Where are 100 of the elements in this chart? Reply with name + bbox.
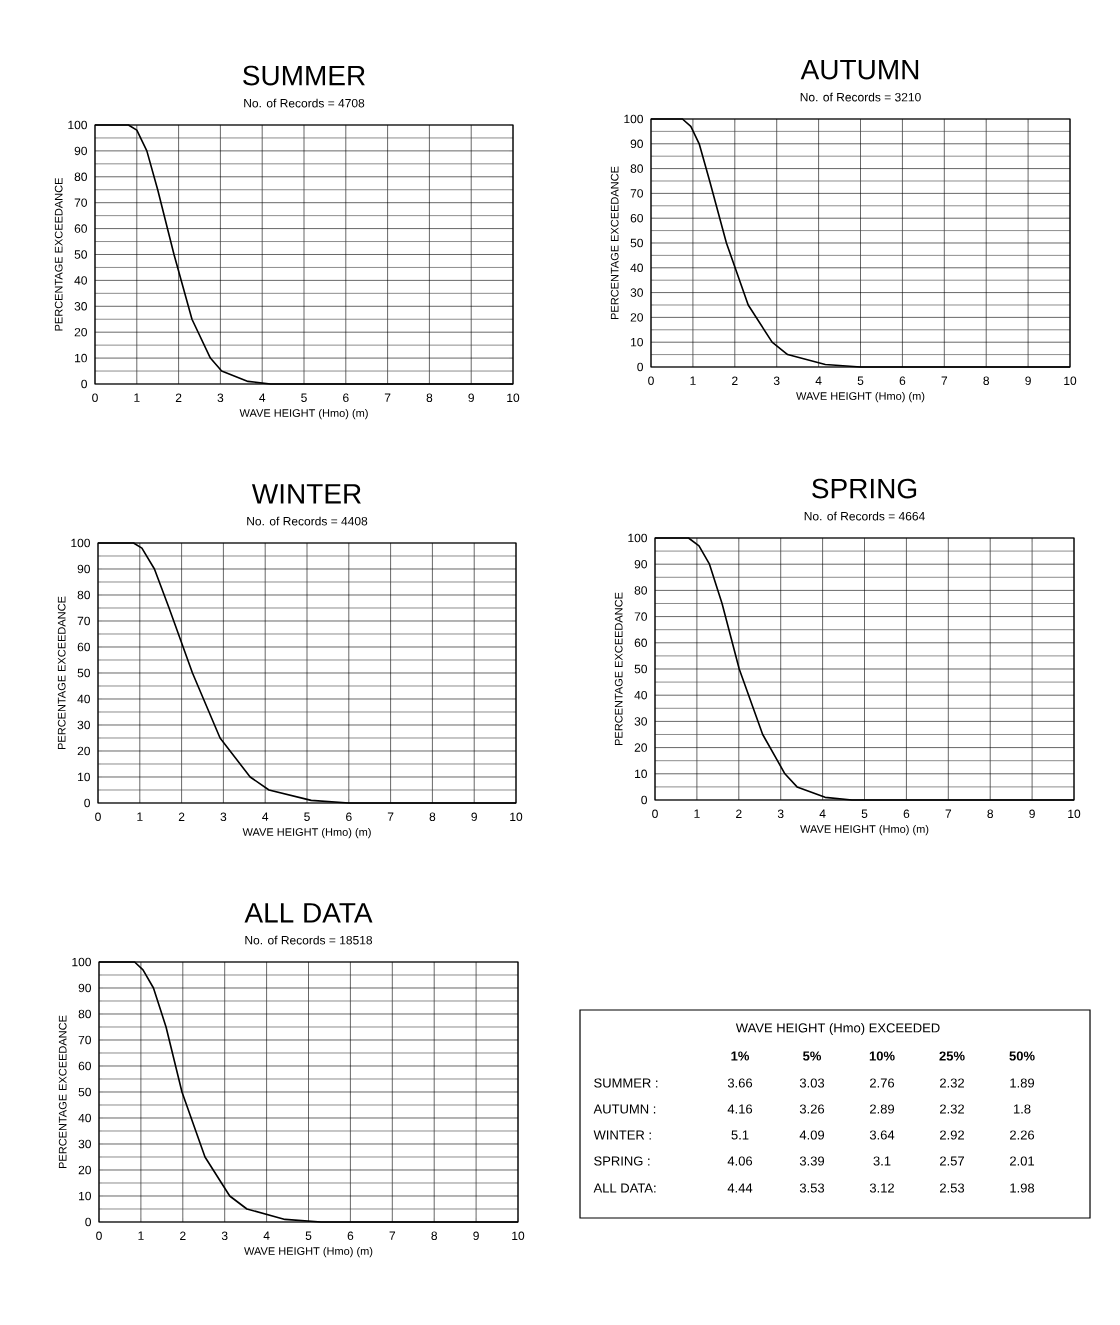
x-tick-label: 4: [815, 376, 822, 385]
x-tick-label: 1: [694, 809, 700, 818]
x-tick-label: 3: [773, 376, 780, 386]
y-tick-label: 0: [84, 798, 90, 808]
y-tick-label: 70: [78, 1035, 91, 1045]
y-tick-label: 90: [630, 139, 644, 149]
y-tick-label: 10: [79, 1191, 91, 1201]
data-label: 5.1: [731, 1130, 749, 1140]
data-label: 2.26: [1010, 1130, 1035, 1140]
y-tick-label: 50: [78, 1087, 91, 1097]
x-tick-label: 9: [473, 1231, 479, 1241]
x-tick-label: 6: [343, 393, 349, 403]
y-axis-title: PERCENTAGE EXCEEDANCE: [58, 1015, 67, 1168]
y-tick-label: 60: [78, 1061, 91, 1071]
y-tick-label: 80: [77, 590, 90, 600]
y-tick-label: 20: [74, 327, 87, 337]
y-tick-label: 100: [68, 120, 87, 130]
y-tick-label: 10: [635, 769, 648, 779]
chart-subtitle: No. of Records = 4708: [244, 98, 365, 108]
y-tick-label: 70: [630, 189, 644, 198]
y-tick-label: 80: [74, 172, 87, 182]
x-tick-label: 5: [305, 1231, 312, 1240]
y-tick-label: 90: [77, 564, 90, 574]
chart-subtitle: No. of Records = 18518: [245, 935, 373, 945]
data-label: 3.12: [869, 1183, 894, 1193]
text: ALL DATA:: [593, 1183, 656, 1193]
line-series: [98, 961, 519, 1223]
data-label: 2.32: [940, 1104, 964, 1114]
x-tick-label: 4: [819, 809, 826, 818]
line-series: [654, 537, 1075, 801]
x-tick-label: 8: [429, 812, 436, 822]
data-label: 1.8: [1013, 1104, 1031, 1114]
y-tick-label: 80: [630, 164, 644, 173]
data-label: 3.39: [799, 1156, 825, 1166]
y-tick-label: 80: [634, 586, 648, 595]
x-tick-label: 8: [987, 809, 994, 819]
y-tick-label: 80: [78, 1009, 91, 1019]
y-tick-label: 40: [634, 690, 648, 700]
chart-title: AUTUMN: [800, 59, 919, 80]
y-tick-label: 50: [74, 250, 87, 259]
x-tick-label: 1: [137, 812, 143, 821]
line-series: [650, 118, 1071, 368]
y-tick-label: 50: [77, 668, 90, 678]
category-label: 50%: [1009, 1051, 1035, 1061]
x-tick-label: 4: [263, 1231, 270, 1240]
x-tick-label: 9: [1025, 376, 1031, 386]
category-label: 10%: [869, 1051, 895, 1061]
y-axis-title: PERCENTAGE EXCEEDANCE: [57, 596, 66, 749]
x-tick-label: 7: [945, 809, 952, 818]
x-tick-label: 7: [941, 376, 948, 385]
y-tick-label: 100: [72, 957, 91, 967]
text: SPRING :: [594, 1156, 650, 1166]
y-tick-label: 70: [634, 612, 648, 621]
y-tick-label: 90: [634, 559, 648, 569]
category-label: 1%: [731, 1051, 750, 1061]
category-label: 25%: [939, 1051, 965, 1061]
y-tick-label: 60: [630, 213, 644, 223]
x-tick-label: 3: [217, 393, 224, 403]
data-label: 2.53: [940, 1183, 965, 1193]
x-tick-label: 9: [471, 812, 477, 822]
data-label: 2.57: [940, 1156, 964, 1166]
x-tick-label: 5: [304, 812, 310, 821]
y-tick-label: 10: [75, 353, 87, 363]
y-tick-label: 20: [630, 313, 644, 322]
x-tick-label: 2: [178, 812, 185, 821]
data-label: 2.89: [870, 1104, 895, 1114]
y-tick-label: 20: [77, 746, 90, 756]
x-tick-label: 0: [92, 393, 98, 403]
data-label: 3.03: [799, 1078, 825, 1088]
x-tick-label: 9: [1029, 809, 1035, 819]
y-tick-label: 70: [77, 616, 90, 626]
data-label: 3.1: [873, 1156, 891, 1166]
y-tick-label: 70: [74, 198, 87, 207]
x-axis-title: WAVE HEIGHT (Hmo) (m): [800, 824, 929, 836]
line-series: [94, 124, 514, 385]
y-tick-label: 90: [74, 146, 87, 156]
x-tick-label: 0: [652, 809, 658, 819]
line-series: [97, 542, 517, 804]
data-label: 4.44: [727, 1183, 753, 1193]
x-tick-label: 8: [426, 393, 433, 403]
data-label: 2.76: [870, 1078, 895, 1088]
x-axis-title: WAVE HEIGHT (Hmo) (m): [239, 408, 368, 420]
chart-title: WINTER: [251, 484, 361, 504]
x-tick-label: 6: [346, 812, 352, 822]
category-label: 5%: [803, 1051, 822, 1061]
chart-title: SPRING: [812, 478, 917, 499]
x-tick-label: 2: [732, 376, 738, 385]
y-tick-label: 100: [624, 114, 644, 124]
x-tick-label: 7: [389, 1231, 396, 1240]
x-tick-label: 7: [384, 393, 391, 402]
chart-subtitle: No. of Records = 4408: [247, 516, 368, 526]
x-tick-label: 1: [134, 393, 140, 402]
y-tick-label: 30: [630, 288, 644, 297]
x-tick-label: 8: [983, 376, 990, 386]
y-tick-label: 10: [631, 337, 644, 347]
text: AUTUMN :: [593, 1104, 656, 1114]
y-axis-title: PERCENTAGE EXCEEDANCE: [54, 178, 63, 331]
x-tick-label: 5: [861, 809, 868, 818]
text: WAVE HEIGHT (Hmo) EXCEEDED: [735, 1022, 940, 1036]
chart-subtitle: No. of Records = 4664: [804, 511, 925, 521]
